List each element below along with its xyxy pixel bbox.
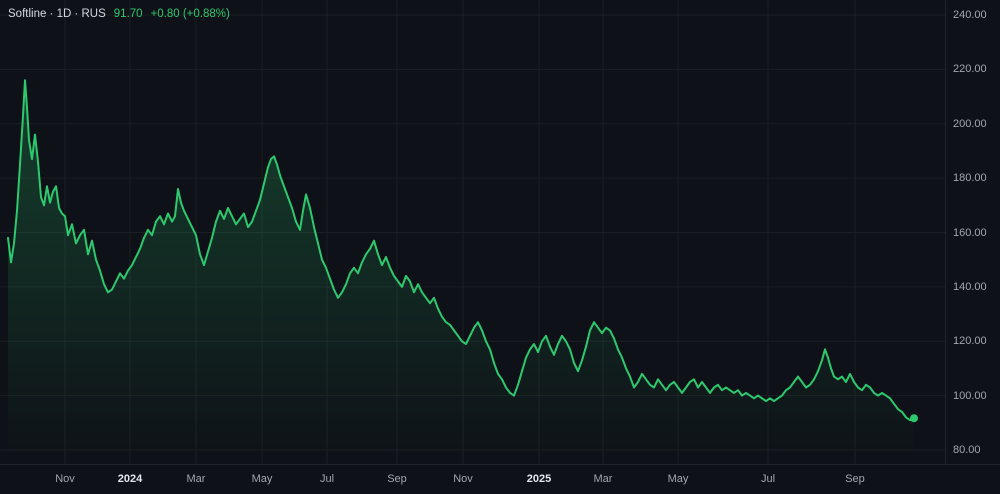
time-tick-label: Nov bbox=[55, 473, 75, 485]
last-price-dot bbox=[910, 414, 918, 423]
price-chart-svg bbox=[0, 0, 945, 464]
symbol-title[interactable]: Softline · 1D · RUS bbox=[8, 8, 106, 20]
time-tick-label: Nov bbox=[453, 473, 473, 485]
price-tick-label: 220.00 bbox=[953, 63, 987, 75]
price-tick-label: 120.00 bbox=[953, 335, 987, 347]
price-tick-label: 180.00 bbox=[953, 172, 987, 184]
time-tick-label: Jul bbox=[319, 473, 335, 485]
price-tick-label: 200.00 bbox=[953, 118, 987, 130]
price-tick-label: 80.00 bbox=[953, 444, 981, 456]
chart-legend: Softline · 1D · RUS 91.70 +0.80 (+0.88%) bbox=[8, 7, 230, 21]
time-tick-label: Sep bbox=[845, 473, 865, 485]
time-tick-label: May bbox=[667, 473, 689, 485]
price-tick-label: 240.00 bbox=[953, 9, 987, 21]
time-tick-label-year: 2025 bbox=[526, 473, 552, 485]
time-tick-label: Jul bbox=[760, 473, 776, 485]
time-axis[interactable]: Nov 2024 Mar May Jul Sep Nov 2025 Mar May Jul Sep bbox=[0, 464, 1000, 494]
price-tick-label: 140.00 bbox=[953, 281, 987, 293]
price-change-value: +0.80 (+0.88%) bbox=[150, 8, 230, 20]
time-tick-label: May bbox=[251, 473, 273, 485]
time-tick-label: Mar bbox=[186, 473, 206, 485]
time-tick-label: Mar bbox=[593, 473, 613, 485]
chart-plot-area[interactable]: Softline · 1D · RUS 91.70 +0.80 (+0.88%) bbox=[0, 0, 945, 464]
last-price-value: 91.70 bbox=[113, 8, 143, 20]
price-tick-label: 160.00 bbox=[953, 227, 987, 239]
price-area-fill bbox=[8, 80, 914, 464]
price-line bbox=[7, 79, 915, 422]
price-tick-label: 100.00 bbox=[953, 390, 987, 402]
price-axis[interactable]: 240.00 220.00 200.00 180.00 160.00 140.00 120.… bbox=[945, 0, 1000, 464]
time-tick-label: Sep bbox=[387, 473, 407, 485]
time-tick-label-year: 2024 bbox=[117, 473, 143, 485]
